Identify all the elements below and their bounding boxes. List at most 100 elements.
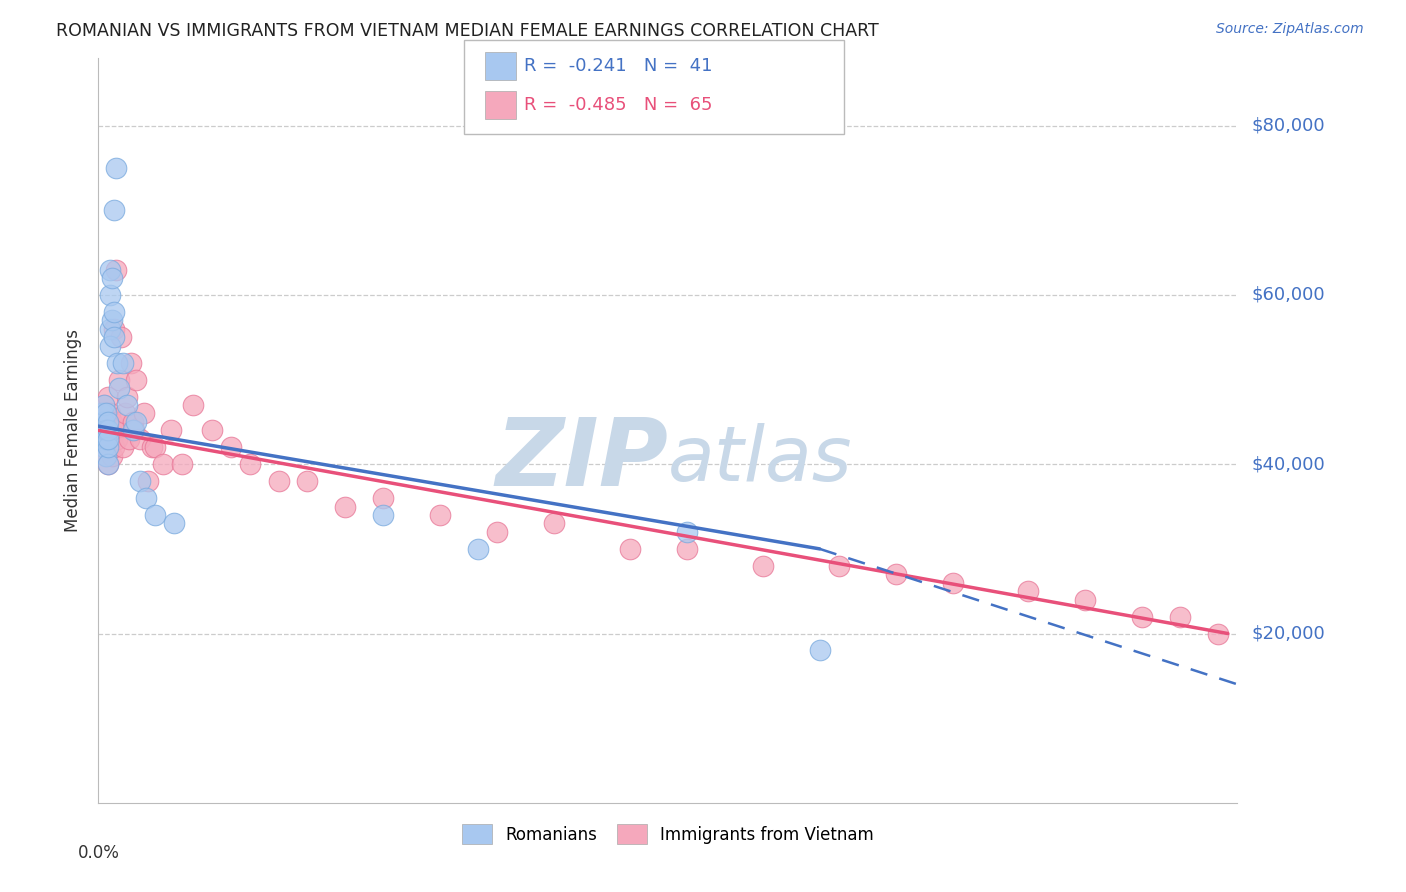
Point [129, 474, 152, 488]
Point [98, 262, 121, 277]
Point [108, 373, 131, 387]
Point [136, 474, 159, 488]
Point [112, 440, 135, 454]
Point [97, 432, 120, 446]
Point [125, 415, 148, 429]
Point [884, 567, 907, 582]
Text: Source: ZipAtlas.com: Source: ZipAtlas.com [1216, 22, 1364, 37]
Point [467, 541, 489, 556]
Point [89, 424, 111, 438]
Point [239, 457, 262, 471]
Point [121, 424, 143, 438]
Point [93, 440, 115, 454]
Point [91, 432, 114, 446]
Point [91, 407, 114, 421]
Point [89, 424, 111, 438]
Point [98, 440, 121, 454]
Point [129, 432, 152, 446]
Point [267, 474, 290, 488]
Point [828, 558, 851, 573]
Point [97, 415, 120, 429]
Point [115, 398, 138, 412]
Point [145, 440, 167, 454]
Point [676, 524, 699, 539]
Point [91, 407, 114, 421]
Point [110, 330, 132, 344]
Point [141, 440, 163, 454]
Point [98, 288, 121, 302]
Point [98, 407, 121, 421]
Point [159, 424, 181, 438]
Point [676, 541, 699, 556]
Point [486, 524, 509, 539]
Point [93, 440, 115, 454]
Point [97, 432, 120, 446]
Point [103, 322, 125, 336]
Point [104, 424, 127, 438]
Point [100, 449, 122, 463]
Point [103, 305, 125, 319]
Point [118, 432, 141, 446]
Point [91, 415, 114, 429]
Point [120, 356, 142, 370]
Point [98, 339, 121, 353]
Point [135, 491, 157, 505]
Point [97, 415, 120, 429]
Point [124, 424, 146, 438]
Point [1208, 626, 1230, 640]
Point [103, 203, 125, 218]
Point [429, 508, 451, 522]
Point [93, 398, 115, 412]
Text: $80,000: $80,000 [1251, 117, 1324, 135]
Point [94, 432, 117, 446]
Text: ROMANIAN VS IMMIGRANTS FROM VIETNAM MEDIAN FEMALE EARNINGS CORRELATION CHART: ROMANIAN VS IMMIGRANTS FROM VIETNAM MEDI… [56, 22, 879, 40]
Point [125, 373, 148, 387]
Text: $20,000: $20,000 [1251, 624, 1324, 642]
Point [107, 432, 129, 446]
Point [100, 415, 122, 429]
Point [94, 424, 117, 438]
Point [94, 449, 117, 463]
Point [104, 161, 127, 175]
Point [100, 313, 122, 327]
Point [752, 558, 775, 573]
Text: $40,000: $40,000 [1251, 455, 1324, 474]
Point [93, 415, 115, 429]
Point [94, 407, 117, 421]
Point [93, 415, 115, 429]
Point [132, 407, 155, 421]
Point [543, 516, 565, 531]
Point [97, 424, 120, 438]
Point [152, 457, 174, 471]
Text: R =  -0.241   N =  41: R = -0.241 N = 41 [524, 57, 713, 75]
Point [201, 424, 224, 438]
Point [98, 322, 121, 336]
Text: 0.0%: 0.0% [77, 844, 120, 862]
Y-axis label: Median Female Earnings: Median Female Earnings [65, 329, 83, 532]
Point [97, 457, 120, 471]
Point [103, 330, 125, 344]
Point [97, 440, 120, 454]
Point [91, 432, 114, 446]
Point [107, 415, 129, 429]
Point [371, 491, 394, 505]
Point [297, 474, 319, 488]
Point [1018, 584, 1040, 599]
Point [103, 440, 125, 454]
Point [335, 500, 357, 514]
Point [98, 424, 121, 438]
Point [221, 440, 243, 454]
Point [942, 575, 965, 590]
Point [1132, 609, 1154, 624]
Point [1170, 609, 1192, 624]
Point [121, 415, 143, 429]
Point [93, 398, 115, 412]
Point [114, 407, 136, 421]
Point [115, 390, 138, 404]
Point [183, 398, 205, 412]
Point [93, 424, 115, 438]
Point [145, 508, 167, 522]
Point [94, 407, 117, 421]
Point [107, 356, 129, 370]
Text: ZIP: ZIP [495, 414, 668, 506]
